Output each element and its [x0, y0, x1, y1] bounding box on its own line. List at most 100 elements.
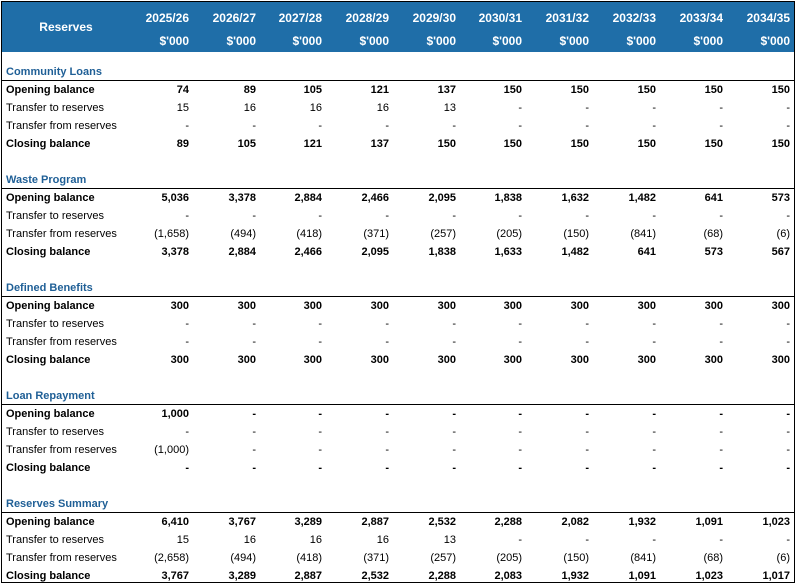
- cell-value: -: [652, 444, 656, 456]
- header-unit: $'000: [292, 34, 322, 48]
- header-unit: $'000: [626, 34, 656, 48]
- table-row: Closing balance 3,378 2,884 2,466 2,095 1,838…: [2, 243, 794, 261]
- cell-value: 150: [771, 84, 790, 96]
- cell-value: 150: [637, 138, 656, 150]
- cell-value: 1,017: [762, 570, 790, 582]
- cell-value: 573: [704, 246, 723, 258]
- cell-value: 16: [243, 534, 256, 546]
- cell-value: 121: [303, 138, 322, 150]
- cell-value: 300: [771, 354, 790, 366]
- cell-value: 74: [176, 84, 189, 96]
- cell-value: (257): [430, 552, 456, 564]
- cell-value: -: [185, 318, 189, 330]
- cell-value: (68): [703, 552, 723, 564]
- cell-value: -: [252, 462, 256, 474]
- table-header: Reserves 2025/26 $'000 2026/27 $'000 2027/28…: [2, 2, 794, 52]
- cell-value: (6): [776, 228, 790, 240]
- cell-value: 1,482: [628, 192, 656, 204]
- cell-value: -: [185, 336, 189, 348]
- cell-value: 300: [370, 354, 389, 366]
- row-label: Transfer to reserves: [6, 102, 105, 114]
- cell-value: 3,767: [161, 570, 189, 582]
- cell-value: 121: [370, 84, 389, 96]
- cell-value: 1,023: [762, 516, 790, 528]
- header-year: 2032/33: [612, 11, 656, 25]
- cell-value: 1,091: [695, 516, 723, 528]
- cell-value: -: [652, 102, 656, 114]
- cell-value: -: [518, 210, 522, 222]
- row-label: Transfer to reserves: [6, 210, 105, 222]
- header-year: 2029/30: [412, 11, 456, 25]
- cell-value: (205): [496, 228, 522, 240]
- cell-value: (418): [296, 228, 322, 240]
- cell-value: 300: [503, 300, 522, 312]
- header-unit: $'000: [693, 34, 723, 48]
- cell-value: 2,532: [361, 570, 389, 582]
- cell-value: -: [719, 408, 723, 420]
- cell-value: -: [518, 408, 522, 420]
- header-unit: $'000: [492, 34, 522, 48]
- row-label: Closing balance: [6, 462, 91, 474]
- row-label: Transfer to reserves: [6, 426, 105, 438]
- cell-value: 15: [176, 102, 189, 114]
- cell-value: -: [518, 102, 522, 114]
- cell-value: -: [185, 462, 189, 474]
- row-label: Closing balance: [6, 570, 91, 582]
- cell-value: 89: [243, 84, 256, 96]
- cell-value: 150: [771, 138, 790, 150]
- cell-value: -: [786, 210, 790, 222]
- cell-value: (68): [703, 228, 723, 240]
- cell-value: (418): [296, 552, 322, 564]
- cell-value: 13: [443, 534, 456, 546]
- cell-value: -: [185, 120, 189, 132]
- cell-value: 16: [309, 102, 322, 114]
- cell-value: -: [318, 462, 322, 474]
- cell-value: -: [452, 444, 456, 456]
- header-label: Reserves: [39, 20, 93, 34]
- table-row: Transfer to reserves 15 16 16 16 13 - - - - -: [2, 99, 794, 117]
- row-label: Transfer from reserves: [6, 444, 117, 456]
- header-unit: $'000: [760, 34, 790, 48]
- section-rule: [2, 80, 794, 81]
- cell-value: -: [585, 210, 589, 222]
- cell-value: -: [585, 336, 589, 348]
- cell-value: -: [385, 336, 389, 348]
- cell-value: 2,095: [361, 246, 389, 258]
- cell-value: 150: [704, 84, 723, 96]
- table-row: Transfer from reserves - - - - - - - - - -: [2, 117, 794, 135]
- cell-value: -: [318, 336, 322, 348]
- cell-value: 300: [370, 300, 389, 312]
- cell-value: 300: [170, 300, 189, 312]
- cell-value: -: [786, 462, 790, 474]
- cell-value: 1,632: [561, 192, 589, 204]
- table-row: Closing balance 3,767 3,289 2,887 2,532 2,288…: [2, 567, 794, 585]
- cell-value: 1,633: [494, 246, 522, 258]
- cell-value: 2,082: [561, 516, 589, 528]
- cell-value: 2,532: [428, 516, 456, 528]
- cell-value: 2,466: [294, 246, 322, 258]
- cell-value: -: [318, 318, 322, 330]
- cell-value: 2,083: [494, 570, 522, 582]
- cell-value: 16: [376, 102, 389, 114]
- cell-value: (205): [496, 552, 522, 564]
- cell-value: 150: [503, 138, 522, 150]
- row-label: Opening balance: [6, 408, 95, 420]
- cell-value: -: [385, 426, 389, 438]
- cell-value: 641: [704, 192, 723, 204]
- cell-value: -: [786, 408, 790, 420]
- header-year: 2034/35: [746, 11, 790, 25]
- cell-value: 300: [437, 300, 456, 312]
- cell-value: 3,289: [228, 570, 256, 582]
- cell-value: -: [518, 444, 522, 456]
- cell-value: 150: [570, 84, 589, 96]
- cell-value: 2,288: [428, 570, 456, 582]
- cell-value: 6,410: [161, 516, 189, 528]
- header-unit: $'000: [359, 34, 389, 48]
- cell-value: 105: [303, 84, 322, 96]
- cell-value: (371): [363, 228, 389, 240]
- cell-value: -: [786, 426, 790, 438]
- cell-value: 2,887: [294, 570, 322, 582]
- cell-value: -: [585, 426, 589, 438]
- cell-value: 150: [437, 138, 456, 150]
